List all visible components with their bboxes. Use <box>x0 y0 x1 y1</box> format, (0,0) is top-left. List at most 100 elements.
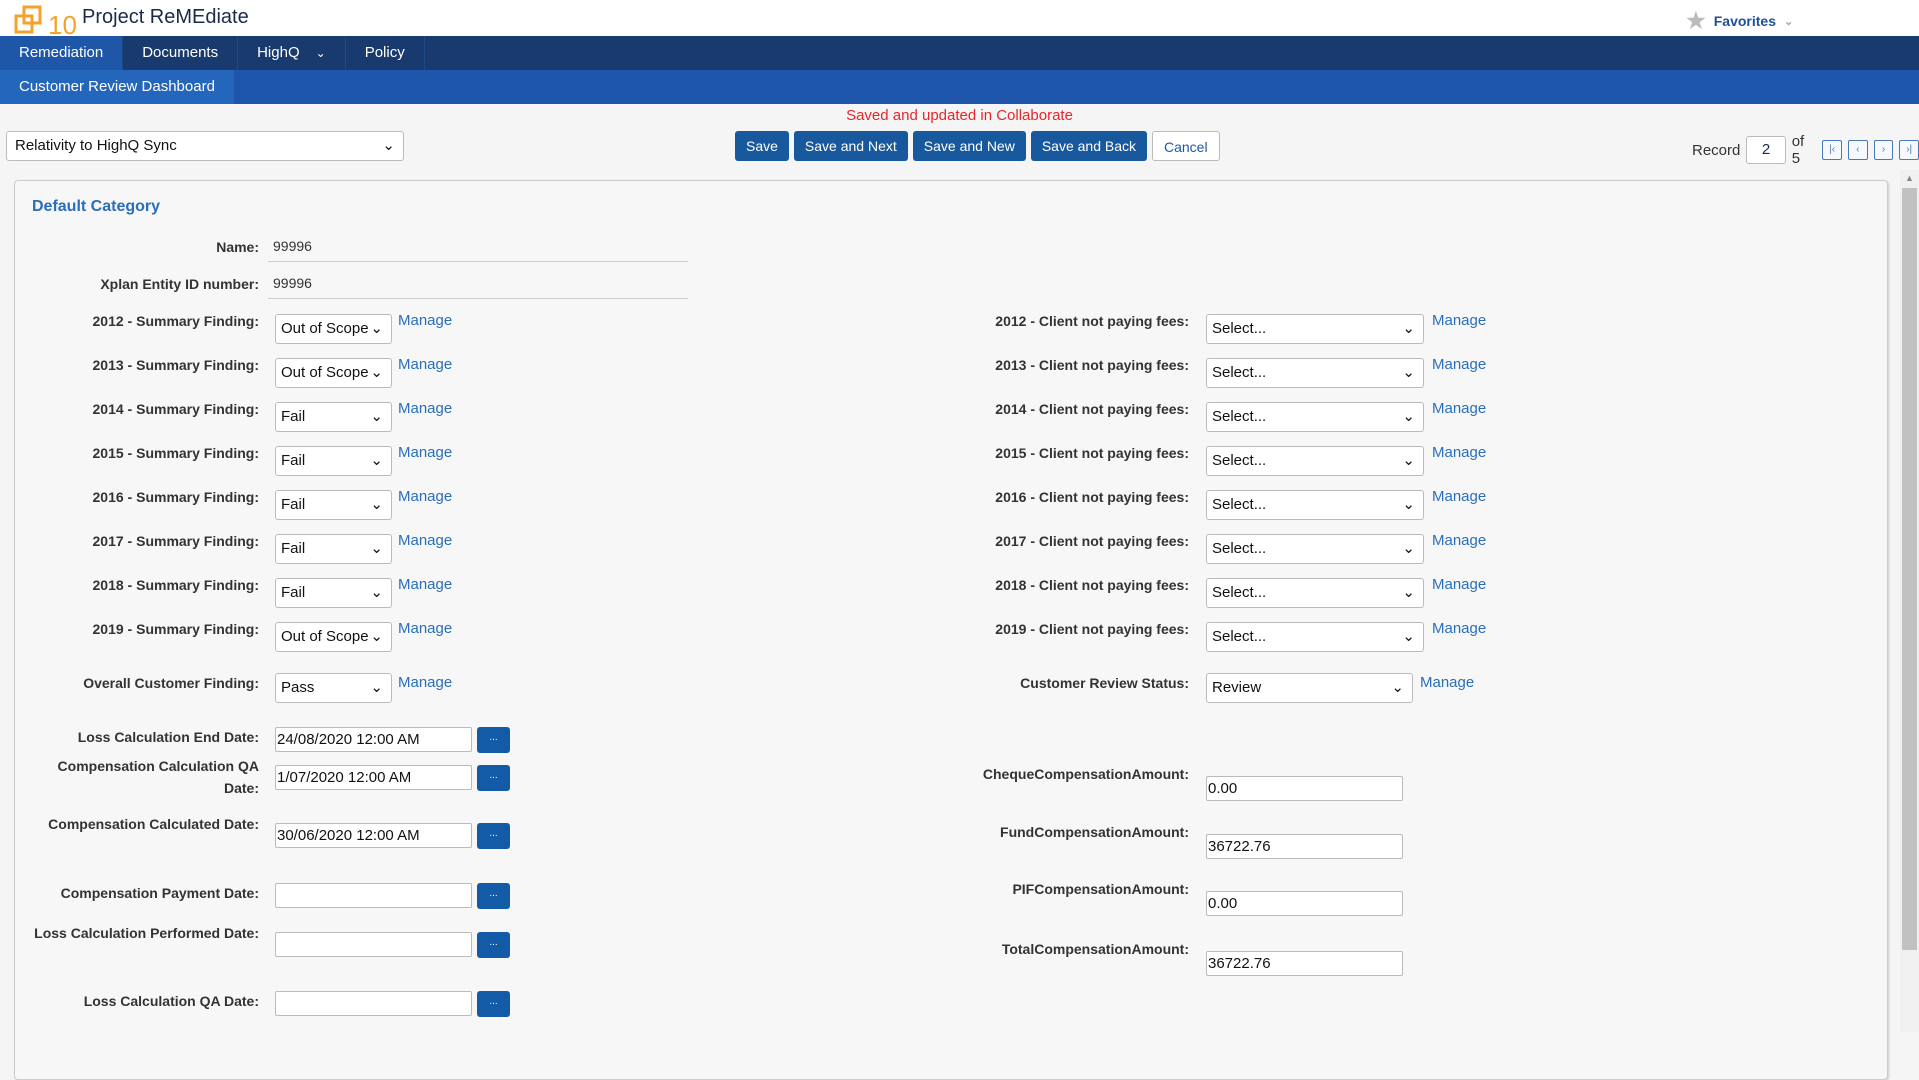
date-picker-button[interactable]: ... <box>477 883 510 909</box>
field-label: PIFCompensationAmount: <box>1012 881 1189 897</box>
manage-link[interactable]: Manage <box>1432 532 1487 549</box>
prev-page-icon[interactable]: ‹ <box>1847 140 1868 160</box>
manage-link[interactable]: Manage <box>1432 620 1487 637</box>
manage-link[interactable]: Manage <box>398 532 453 549</box>
client-fees-select[interactable]: Select... ⌄ <box>1206 622 1424 652</box>
summary-finding-select[interactable]: Fail ⌄ <box>275 446 392 476</box>
date-picker-button[interactable]: ... <box>477 932 510 958</box>
date-picker-button[interactable]: ... <box>477 823 510 849</box>
field-label: Overall Customer Finding: <box>83 675 259 691</box>
field-label: 2019 - Client not paying fees: <box>995 621 1189 637</box>
select-value: Select... <box>1212 452 1267 469</box>
date-input[interactable]: 24/08/2020 12:00 AM <box>275 727 472 752</box>
manage-link[interactable]: Manage <box>398 400 453 417</box>
chevron-down-icon: ⌄ <box>1402 408 1415 425</box>
select-value: Fail <box>281 452 306 469</box>
manage-link[interactable]: Manage <box>1432 576 1487 593</box>
favorites-menu[interactable]: ★ Favorites ⌄ <box>1686 8 1793 34</box>
record-label: Record <box>1692 141 1741 159</box>
nav-tab-policy[interactable]: Policy <box>346 36 425 70</box>
field-label: Name: <box>216 239 259 255</box>
date-picker-button[interactable]: ... <box>477 765 510 791</box>
nav-tab-documents[interactable]: Documents <box>123 36 239 70</box>
manage-link[interactable]: Manage <box>1432 312 1487 329</box>
select-value: Select... <box>1212 408 1267 425</box>
manage-link[interactable]: Manage <box>1432 488 1487 505</box>
manage-link[interactable]: Manage <box>1420 674 1475 691</box>
manage-link[interactable]: Manage <box>1432 444 1487 461</box>
subtab-customer-review-dashboard[interactable]: Customer Review Dashboard <box>0 70 234 104</box>
select-value: Select... <box>1212 364 1267 381</box>
select-value: Fail <box>281 496 306 513</box>
manage-link[interactable]: Manage <box>1432 400 1487 417</box>
client-fees-select[interactable]: Select... ⌄ <box>1206 534 1424 564</box>
manage-link[interactable]: Manage <box>398 312 453 329</box>
client-fees-select[interactable]: Select... ⌄ <box>1206 402 1424 432</box>
overall-finding-select[interactable]: Pass ⌄ <box>275 673 392 703</box>
summary-finding-select[interactable]: Out of Scope ⌄ <box>275 314 392 344</box>
chevron-down-icon: ⌄ <box>370 628 383 645</box>
field-label: 2013 - Client not paying fees: <box>995 357 1189 373</box>
manage-link[interactable]: Manage <box>398 444 453 461</box>
amount-input[interactable]: 36722.76 <box>1206 834 1403 859</box>
summary-finding-select[interactable]: Fail ⌄ <box>275 578 392 608</box>
select-value: Fail <box>281 408 306 425</box>
save-and-new-button[interactable]: Save and New <box>912 131 1026 161</box>
record-number-input[interactable]: 2 <box>1746 136 1786 164</box>
record-pager: Record 2 of 5 |‹ ‹ › ›| <box>1692 133 1919 167</box>
review-status-select[interactable]: Review ⌄ <box>1206 673 1413 703</box>
last-page-icon[interactable]: ›| <box>1899 140 1919 160</box>
nav-tab-remediation[interactable]: Remediation <box>0 36 124 70</box>
date-picker-button[interactable]: ... <box>477 727 510 753</box>
save-button[interactable]: Save <box>735 131 789 161</box>
next-page-icon[interactable]: › <box>1873 140 1894 160</box>
field-label: Compensation Calculated Date: <box>48 816 259 832</box>
select-value: Fail <box>281 540 306 557</box>
date-picker-button[interactable]: ... <box>477 991 510 1017</box>
cancel-button[interactable]: Cancel <box>1152 131 1220 161</box>
save-and-next-button[interactable]: Save and Next <box>793 131 908 161</box>
client-fees-select[interactable]: Select... ⌄ <box>1206 314 1424 344</box>
date-input[interactable] <box>275 991 472 1016</box>
chevron-down-icon: ⌄ <box>1402 496 1415 513</box>
chevron-down-icon: ⌄ <box>1402 628 1415 645</box>
manage-link[interactable]: Manage <box>398 674 453 691</box>
amount-input[interactable]: 36722.76 <box>1206 951 1403 976</box>
name-value: 99996 <box>268 234 688 262</box>
amount-input[interactable]: 0.00 <box>1206 776 1403 801</box>
client-fees-select[interactable]: Select... ⌄ <box>1206 490 1424 520</box>
star-icon: ★ <box>1686 8 1706 33</box>
favorites-label: Favorites <box>1713 13 1776 29</box>
date-input[interactable] <box>275 932 472 957</box>
field-label: 2017 - Client not paying fees: <box>995 533 1189 549</box>
sync-select[interactable]: Relativity to HighQ Sync ⌄ <box>6 131 404 161</box>
chevron-down-icon: ⌄ <box>1783 15 1794 28</box>
manage-link[interactable]: Manage <box>398 620 453 637</box>
summary-finding-select[interactable]: Out of Scope ⌄ <box>275 358 392 388</box>
date-input[interactable]: 30/06/2020 12:00 AM <box>275 823 472 848</box>
field-label: 2019 - Summary Finding: <box>92 621 259 637</box>
select-value: Select... <box>1212 540 1267 557</box>
field-label: 2014 - Summary Finding: <box>92 401 259 417</box>
date-input[interactable] <box>275 883 472 908</box>
manage-link[interactable]: Manage <box>1432 356 1487 373</box>
save-and-back-button[interactable]: Save and Back <box>1030 131 1147 161</box>
summary-finding-select[interactable]: Out of Scope ⌄ <box>275 622 392 652</box>
summary-finding-select[interactable]: Fail ⌄ <box>275 534 392 564</box>
summary-finding-select[interactable]: Fail ⌄ <box>275 402 392 432</box>
field-label: 2015 - Summary Finding: <box>92 445 259 461</box>
manage-link[interactable]: Manage <box>398 488 453 505</box>
scrollbar-thumb[interactable] <box>1902 188 1917 950</box>
summary-finding-select[interactable]: Fail ⌄ <box>275 490 392 520</box>
client-fees-select[interactable]: Select... ⌄ <box>1206 578 1424 608</box>
amount-input[interactable]: 0.00 <box>1206 891 1403 916</box>
client-fees-select[interactable]: Select... ⌄ <box>1206 358 1424 388</box>
first-page-icon[interactable]: |‹ <box>1822 140 1842 160</box>
manage-link[interactable]: Manage <box>398 356 453 373</box>
client-fees-select[interactable]: Select... ⌄ <box>1206 446 1424 476</box>
date-input[interactable]: 1/07/2020 12:00 AM <box>275 765 472 790</box>
chevron-down-icon: ⌄ <box>1402 364 1415 381</box>
nav-tab-highq[interactable]: HighQ ⌄ <box>238 36 346 70</box>
field-label: 2017 - Summary Finding: <box>92 533 259 549</box>
manage-link[interactable]: Manage <box>398 576 453 593</box>
